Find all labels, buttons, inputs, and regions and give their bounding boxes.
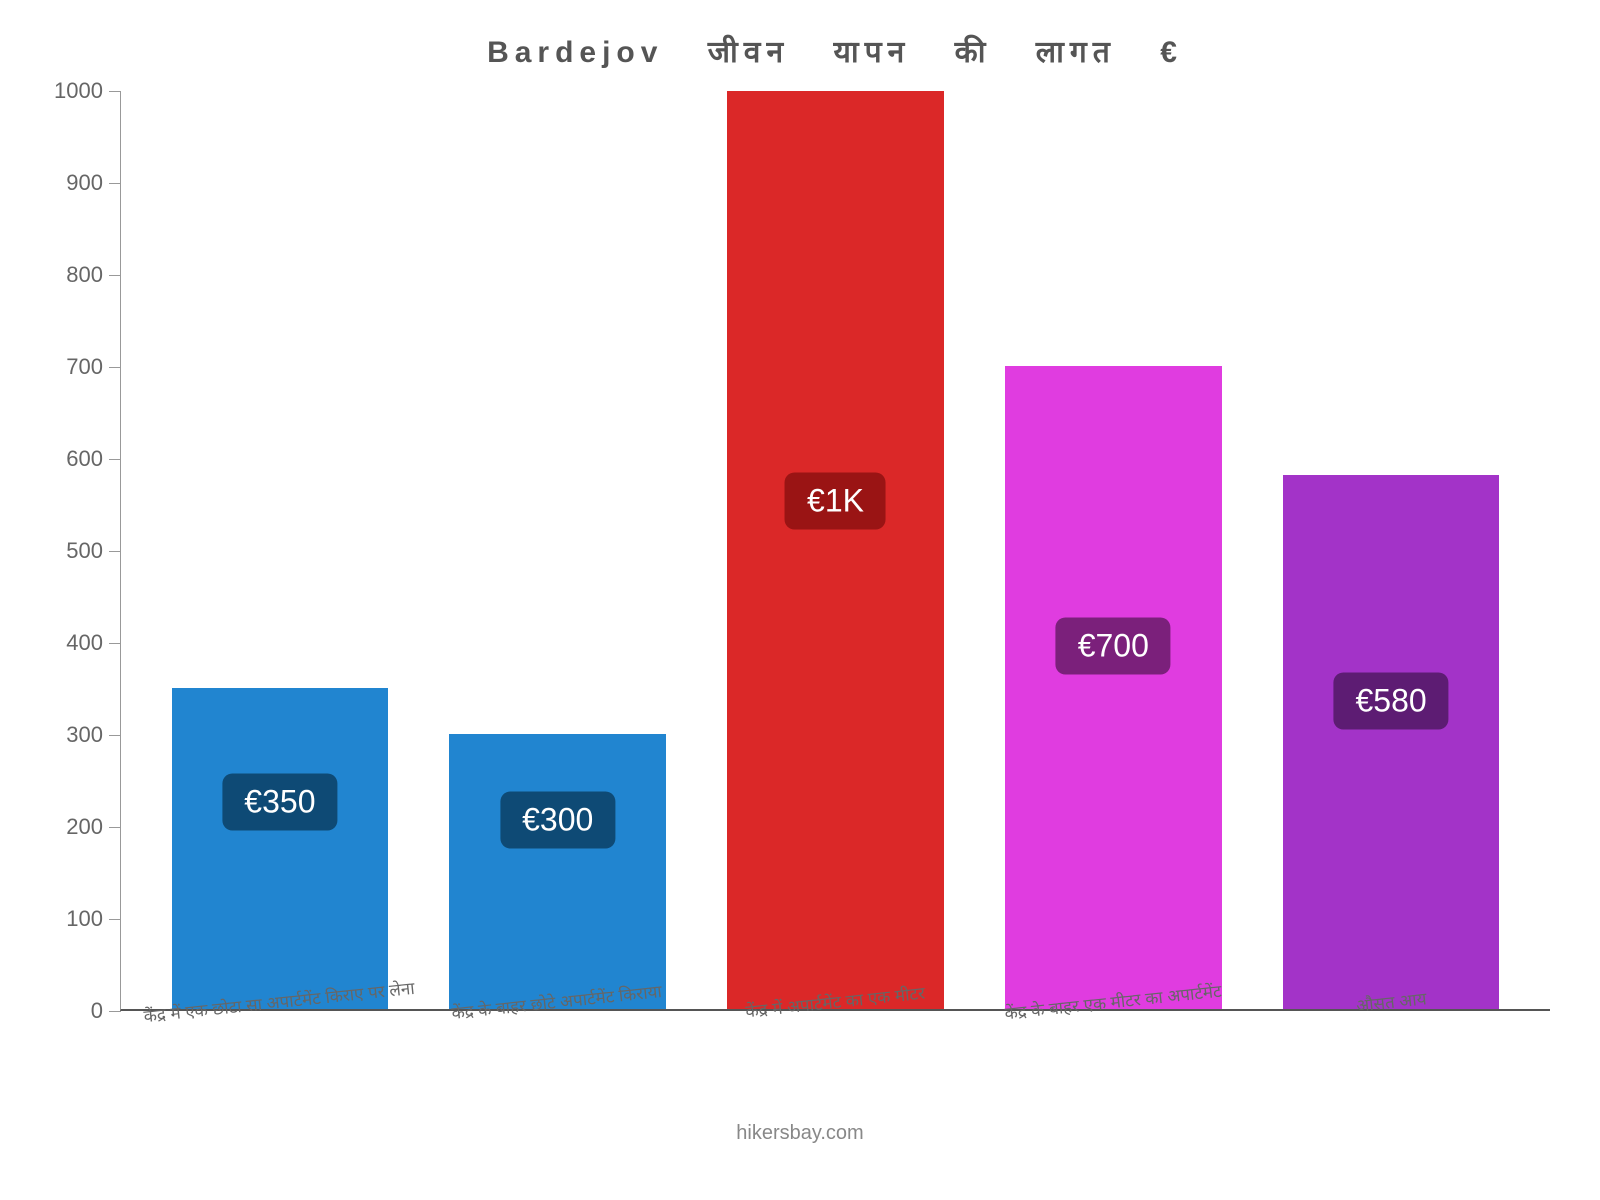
value-badge: €300 (500, 792, 615, 849)
y-axis-label: 600 (66, 446, 121, 472)
bar: €700 (1005, 366, 1222, 1009)
attribution-text: hikersbay.com (0, 1122, 1600, 1145)
x-axis-label: केंद्र के बाहर एक मीटर का अपार्टमेंट (974, 990, 1252, 1013)
bar: €350 (172, 688, 389, 1009)
value-badge: €580 (1333, 672, 1448, 729)
value-badge: €350 (222, 774, 337, 831)
y-axis-label: 100 (66, 906, 121, 932)
y-axis-label: 200 (66, 814, 121, 840)
bar: €580 (1283, 475, 1500, 1009)
y-axis-label: 700 (66, 354, 121, 380)
y-axis-label: 500 (66, 538, 121, 564)
x-axis-label: केंद्र में एक छोटा सा अपार्टमेंट किराए प… (140, 990, 418, 1013)
x-axis-label: केंद्र के बाहर छोटे अपार्टमेंट किराया (418, 990, 696, 1013)
bar-slot: €700 (974, 91, 1252, 1009)
bar-slot: €300 (419, 91, 697, 1009)
y-axis-label: 400 (66, 630, 121, 656)
bars-group: €350 €300 €1K €700 €580 (121, 91, 1550, 1009)
y-axis-label: 800 (66, 262, 121, 288)
bar-slot: €350 (141, 91, 419, 1009)
x-axis-label: केंद्र में अपार्टमेंट का एक मीटर (696, 990, 974, 1013)
bar-slot: €580 (1252, 91, 1530, 1009)
chart-container: Bardejov जीवन यापन की लागत € €350 €300 €1K… (0, 0, 1600, 1200)
y-axis-label: 300 (66, 722, 121, 748)
y-axis-label: 900 (66, 170, 121, 196)
chart-title: Bardejov जीवन यापन की लागत € (120, 30, 1550, 71)
x-axis-labels: केंद्र में एक छोटा सा अपार्टमेंट किराए प… (120, 990, 1550, 1013)
bar-slot: €1K (697, 91, 975, 1009)
bar: €1K (727, 91, 944, 1009)
y-axis-label: 1000 (54, 78, 121, 104)
y-axis-label: 0 (91, 998, 121, 1024)
value-badge: €1K (785, 473, 886, 530)
value-badge: €700 (1056, 617, 1171, 674)
bar: €300 (449, 734, 666, 1009)
x-axis-label: औसत आय (1252, 990, 1530, 1013)
plot-area: €350€300€1K€700€580 01002003004005006007… (120, 91, 1550, 1011)
